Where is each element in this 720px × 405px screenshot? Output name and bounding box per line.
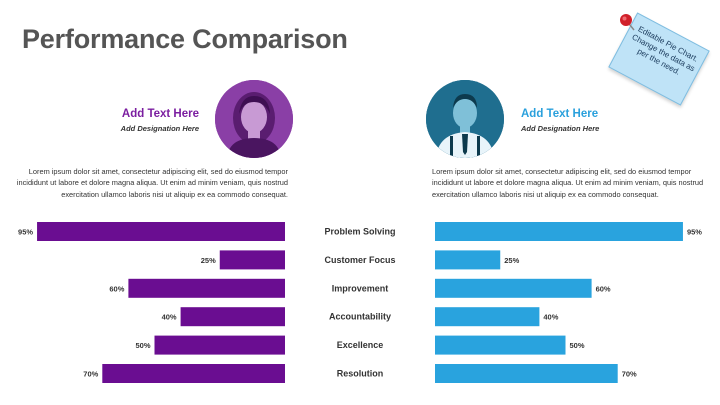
left-bar (180, 307, 285, 327)
right-bar (435, 222, 683, 241)
avatar-left (215, 80, 293, 158)
right-bar (435, 364, 618, 383)
right-bar (435, 307, 540, 327)
right-value-label: 60% (596, 284, 611, 293)
left-value-label: 70% (83, 370, 98, 379)
left-bar (37, 222, 285, 241)
category-label: Resolution (337, 369, 384, 379)
left-value-label: 40% (162, 313, 177, 322)
page-title: Performance Comparison (22, 24, 348, 54)
left-value-label: 95% (18, 228, 33, 237)
right-value-label: 40% (543, 313, 558, 322)
left-bar (219, 250, 285, 270)
left-bar (102, 364, 285, 383)
woman-portrait-icon (215, 80, 293, 158)
left-bar (154, 335, 285, 355)
category-label: Improvement (332, 283, 389, 293)
right-designation: Add Designation Here (521, 124, 600, 133)
right-name: Add Text Here (521, 108, 599, 120)
right-value-label: 25% (504, 256, 519, 265)
right-description: Lorem ipsum dolor sit amet, consectetur … (432, 167, 704, 199)
left-name: Add Text Here (121, 108, 199, 120)
right-bar (435, 335, 566, 355)
left-description: Lorem ipsum dolor sit amet, consectetur … (16, 167, 288, 199)
left-bar (128, 278, 285, 298)
left-value-label: 60% (109, 284, 124, 293)
avatar-right (426, 80, 504, 158)
right-bar (435, 250, 501, 270)
left-designation: Add Designation Here (120, 124, 199, 133)
right-value-label: 50% (570, 341, 585, 350)
push-pin-icon (620, 14, 635, 31)
category-label: Problem Solving (324, 227, 395, 237)
right-value-label: 95% (687, 228, 702, 237)
right-bar (435, 278, 592, 298)
category-label: Customer Focus (324, 255, 395, 265)
man-portrait-icon (426, 80, 504, 158)
left-value-label: 25% (201, 256, 216, 265)
category-label: Accountability (329, 312, 391, 322)
right-value-label: 70% (622, 370, 637, 379)
left-value-label: 50% (135, 341, 150, 350)
category-label: Excellence (337, 340, 384, 350)
